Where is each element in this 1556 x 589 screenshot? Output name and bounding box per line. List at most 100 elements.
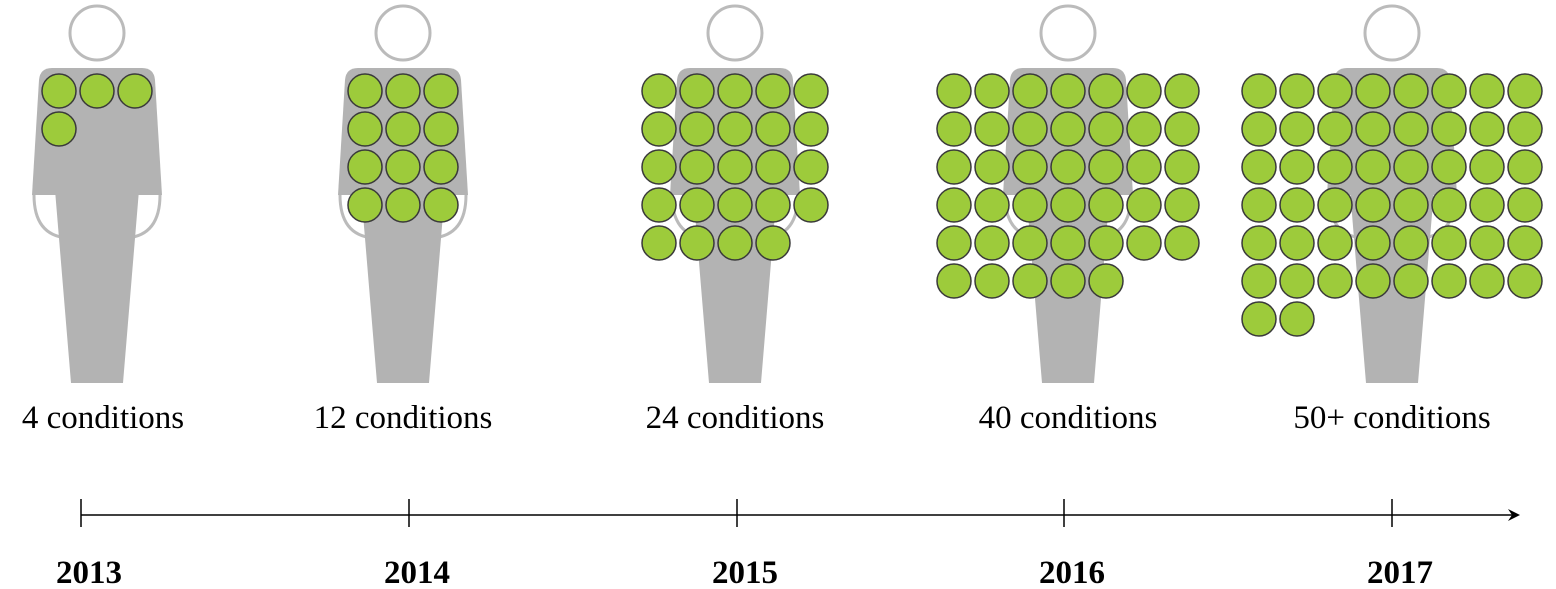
condition-dot	[1012, 187, 1048, 223]
condition-dot	[1393, 111, 1429, 147]
condition-dot	[641, 149, 677, 185]
condition-dot	[1279, 73, 1315, 109]
condition-dot	[1050, 149, 1086, 185]
condition-dot	[936, 73, 972, 109]
condition-dot	[1393, 225, 1429, 261]
year-label: 2015	[712, 555, 778, 589]
condition-dot	[1088, 149, 1124, 185]
condition-dot	[793, 187, 829, 223]
condition-dot	[347, 73, 383, 109]
condition-dot	[1279, 263, 1315, 299]
head	[706, 4, 764, 62]
condition-dot	[679, 149, 715, 185]
condition-dot	[1164, 149, 1200, 185]
condition-dot	[755, 73, 791, 109]
condition-dot	[1279, 301, 1315, 337]
condition-dot	[385, 73, 421, 109]
condition-dot	[1279, 149, 1315, 185]
condition-dot	[423, 149, 459, 185]
condition-dot	[1469, 187, 1505, 223]
condition-dot	[1012, 225, 1048, 261]
condition-dot	[717, 111, 753, 147]
condition-dot	[1469, 149, 1505, 185]
year-label: 2014	[384, 555, 450, 589]
condition-dot	[1469, 73, 1505, 109]
condition-dot	[717, 225, 753, 261]
condition-dot	[1355, 149, 1391, 185]
condition-dot	[1317, 149, 1353, 185]
condition-dot	[717, 149, 753, 185]
condition-dot	[755, 111, 791, 147]
head	[374, 4, 432, 62]
condition-dot	[347, 149, 383, 185]
condition-dot	[1507, 73, 1543, 109]
condition-dot	[1393, 187, 1429, 223]
condition-dot	[1469, 111, 1505, 147]
condition-dot	[1050, 225, 1086, 261]
condition-dot	[641, 73, 677, 109]
condition-dot	[1355, 187, 1391, 223]
condition-dot	[1507, 187, 1543, 223]
condition-dot	[1126, 187, 1162, 223]
condition-dot	[755, 149, 791, 185]
condition-dot	[1126, 225, 1162, 261]
condition-dot	[1317, 225, 1353, 261]
condition-dot	[1126, 149, 1162, 185]
condition-dot	[1012, 111, 1048, 147]
head	[1363, 4, 1421, 62]
condition-dot	[974, 187, 1010, 223]
condition-dot	[1393, 73, 1429, 109]
condition-dot	[679, 73, 715, 109]
condition-dot	[1279, 111, 1315, 147]
condition-dot	[641, 111, 677, 147]
head	[1039, 4, 1097, 62]
condition-dot	[1088, 187, 1124, 223]
condition-dot	[679, 225, 715, 261]
condition-dot	[1241, 301, 1277, 337]
condition-dot	[1507, 149, 1543, 185]
condition-dot	[1355, 225, 1391, 261]
condition-dot	[755, 225, 791, 261]
condition-dot	[936, 263, 972, 299]
condition-dot	[385, 149, 421, 185]
legs	[55, 190, 139, 383]
figure-label: 12 conditions	[314, 400, 493, 436]
condition-dot	[1012, 263, 1048, 299]
condition-dot	[1393, 149, 1429, 185]
condition-dot	[1126, 111, 1162, 147]
condition-dot	[385, 187, 421, 223]
condition-dot	[117, 73, 153, 109]
year-label: 2013	[56, 555, 122, 589]
condition-dot	[1088, 225, 1124, 261]
condition-dot	[1050, 263, 1086, 299]
condition-dot	[1431, 111, 1467, 147]
condition-dot	[936, 111, 972, 147]
condition-dot	[755, 187, 791, 223]
condition-dot	[974, 263, 1010, 299]
condition-dot	[974, 225, 1010, 261]
condition-dot	[1431, 263, 1467, 299]
condition-dot	[1164, 225, 1200, 261]
condition-dot	[1164, 73, 1200, 109]
condition-dot	[679, 187, 715, 223]
condition-dot	[974, 149, 1010, 185]
condition-dot	[1317, 187, 1353, 223]
condition-dot	[1507, 263, 1543, 299]
condition-dot	[1050, 73, 1086, 109]
condition-dot	[641, 187, 677, 223]
condition-dot	[1317, 263, 1353, 299]
condition-dot	[974, 73, 1010, 109]
condition-dot	[1241, 187, 1277, 223]
condition-dot	[936, 225, 972, 261]
condition-dot	[1431, 149, 1467, 185]
condition-dot	[423, 73, 459, 109]
figure-label: 50+ conditions	[1293, 400, 1490, 436]
condition-dot	[1241, 111, 1277, 147]
condition-dot	[1164, 111, 1200, 147]
condition-dot	[1507, 111, 1543, 147]
condition-dot	[1431, 225, 1467, 261]
condition-dot	[79, 73, 115, 109]
condition-dot	[1088, 73, 1124, 109]
condition-dot	[793, 149, 829, 185]
